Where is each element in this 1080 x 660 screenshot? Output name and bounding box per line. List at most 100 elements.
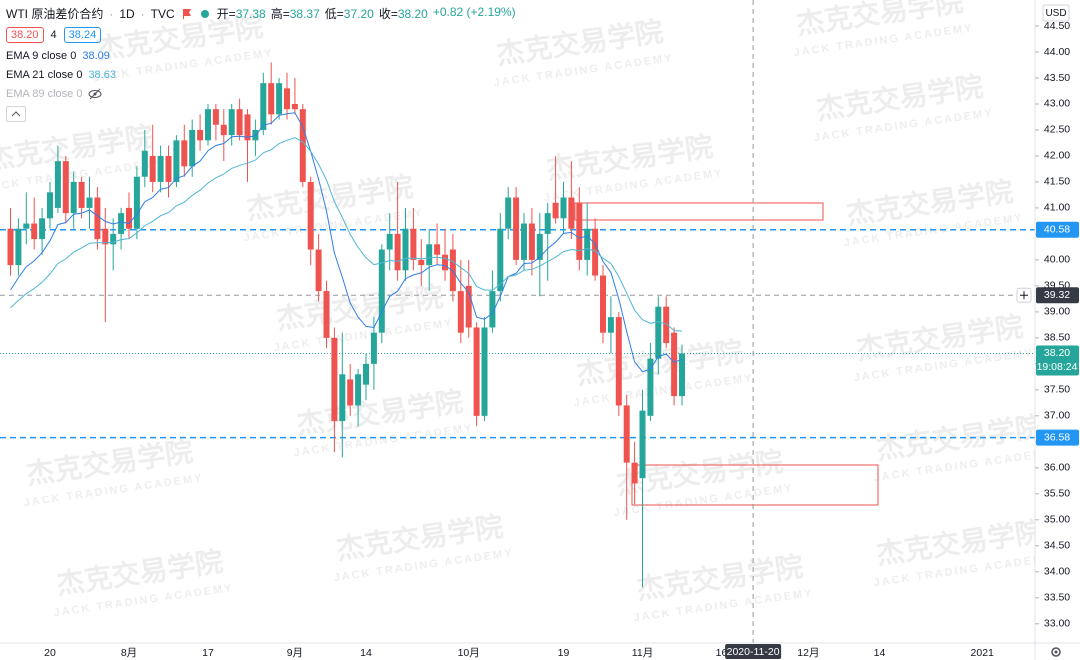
resistance-zone[interactable] bbox=[574, 202, 824, 221]
candle-body[interactable] bbox=[418, 259, 425, 266]
candle-body[interactable] bbox=[118, 213, 125, 234]
candle-body[interactable] bbox=[505, 197, 512, 229]
candle-body[interactable] bbox=[615, 317, 622, 406]
candle-body[interactable] bbox=[133, 176, 140, 229]
candle-body[interactable] bbox=[339, 374, 346, 422]
hidden-eye-icon[interactable] bbox=[88, 88, 102, 100]
candle-body[interactable] bbox=[299, 109, 306, 182]
candle-body[interactable] bbox=[600, 275, 606, 333]
candle-body[interactable] bbox=[560, 197, 567, 219]
candle-body[interactable] bbox=[315, 249, 322, 292]
candle-body[interactable] bbox=[394, 233, 401, 271]
candle-body[interactable] bbox=[434, 244, 441, 255]
candle-body[interactable] bbox=[521, 223, 527, 260]
candle-body[interactable] bbox=[655, 306, 662, 359]
ohlc-item: 低=37.20 bbox=[325, 5, 374, 22]
level-tag: 40.58 bbox=[1044, 224, 1070, 236]
candle-body[interactable] bbox=[7, 228, 14, 266]
candle-body[interactable] bbox=[592, 228, 599, 276]
candle-body[interactable] bbox=[228, 109, 235, 136]
candle-body[interactable] bbox=[284, 88, 290, 110]
flag-icon[interactable] bbox=[181, 8, 193, 20]
legend-ema9[interactable]: EMA 9 close 0 38.09 bbox=[6, 50, 110, 62]
candle-body[interactable] bbox=[157, 155, 164, 182]
candle-body[interactable] bbox=[220, 124, 227, 136]
support-zone[interactable] bbox=[631, 464, 879, 506]
sell-price[interactable]: 38.20 bbox=[6, 27, 44, 43]
currency-box[interactable] bbox=[1042, 4, 1070, 22]
candle-body[interactable] bbox=[47, 192, 53, 219]
candle-body[interactable] bbox=[355, 374, 362, 406]
candle-body[interactable] bbox=[465, 285, 472, 328]
candle-body[interactable] bbox=[212, 109, 219, 125]
legend-ema21[interactable]: EMA 21 close 0 38.63 bbox=[6, 69, 116, 81]
candle-body[interactable] bbox=[552, 202, 559, 219]
candle-body[interactable] bbox=[386, 233, 393, 250]
candle-body[interactable] bbox=[189, 129, 196, 167]
candle-body[interactable] bbox=[268, 83, 275, 115]
candle-body[interactable] bbox=[607, 317, 614, 333]
candle-body[interactable] bbox=[110, 233, 117, 245]
candle-body[interactable] bbox=[363, 363, 369, 385]
candle-body[interactable] bbox=[244, 114, 251, 141]
candle-body[interactable] bbox=[623, 405, 630, 463]
symbol[interactable]: WTI 原油差价合约 bbox=[6, 7, 104, 21]
candle-body[interactable] bbox=[86, 197, 93, 208]
candle-body[interactable] bbox=[410, 228, 417, 260]
candle-body[interactable] bbox=[568, 197, 575, 229]
candle-body[interactable] bbox=[78, 181, 85, 208]
candle-body[interactable] bbox=[370, 332, 377, 364]
candle-body[interactable] bbox=[276, 83, 283, 115]
candle-body[interactable] bbox=[23, 223, 30, 229]
candle-body[interactable] bbox=[576, 202, 583, 260]
buy-price[interactable]: 38.24 bbox=[63, 27, 102, 43]
candle-body[interactable] bbox=[141, 150, 148, 177]
candle-body[interactable] bbox=[671, 332, 678, 397]
candle-body[interactable] bbox=[331, 337, 338, 422]
candle-body[interactable] bbox=[15, 228, 22, 266]
candle-body[interactable] bbox=[102, 228, 109, 245]
candle-body[interactable] bbox=[205, 109, 211, 141]
candle-body[interactable] bbox=[39, 218, 46, 240]
interval[interactable]: 1D bbox=[119, 6, 135, 21]
candle-body[interactable] bbox=[236, 109, 243, 136]
candle-body[interactable] bbox=[347, 379, 354, 406]
candle-body[interactable] bbox=[442, 254, 448, 271]
candle-body[interactable] bbox=[31, 223, 38, 240]
candle-body[interactable] bbox=[54, 161, 61, 208]
candle-body[interactable] bbox=[126, 207, 132, 229]
candle-body[interactable] bbox=[544, 213, 551, 234]
candle-body[interactable] bbox=[481, 327, 488, 416]
candle-body[interactable] bbox=[647, 358, 654, 416]
candle-body[interactable] bbox=[639, 410, 646, 479]
candle-body[interactable] bbox=[149, 155, 156, 182]
candle-body[interactable] bbox=[513, 197, 520, 260]
candle-body[interactable] bbox=[260, 83, 267, 130]
candle-body[interactable] bbox=[426, 244, 433, 266]
candle-body[interactable] bbox=[291, 103, 298, 110]
candle-body[interactable] bbox=[62, 161, 69, 214]
candle-body[interactable] bbox=[584, 228, 591, 260]
candle-body[interactable] bbox=[173, 140, 180, 182]
candle-body[interactable] bbox=[679, 353, 685, 397]
candle-body[interactable] bbox=[457, 291, 464, 333]
candle-body[interactable] bbox=[197, 129, 204, 141]
candle-body[interactable] bbox=[94, 197, 101, 240]
candle-body[interactable] bbox=[165, 155, 172, 182]
candle-body[interactable] bbox=[536, 233, 543, 260]
settings-icon[interactable] bbox=[1051, 647, 1061, 657]
candle-body[interactable] bbox=[402, 228, 409, 271]
candle-body[interactable] bbox=[663, 306, 670, 344]
candle-body[interactable] bbox=[378, 249, 385, 333]
collapse-button[interactable] bbox=[6, 106, 26, 122]
candle-body[interactable] bbox=[307, 181, 314, 250]
candle-body[interactable] bbox=[473, 327, 480, 416]
candle-body[interactable] bbox=[181, 140, 188, 167]
legend-ema89[interactable]: EMA 89 close 0 bbox=[6, 88, 102, 100]
candle-body[interactable] bbox=[528, 223, 535, 260]
candle-body[interactable] bbox=[497, 228, 504, 292]
candle-body[interactable] bbox=[489, 291, 496, 328]
candle-body[interactable] bbox=[70, 181, 77, 214]
candle-body[interactable] bbox=[631, 462, 638, 484]
candle-body[interactable] bbox=[323, 291, 330, 338]
